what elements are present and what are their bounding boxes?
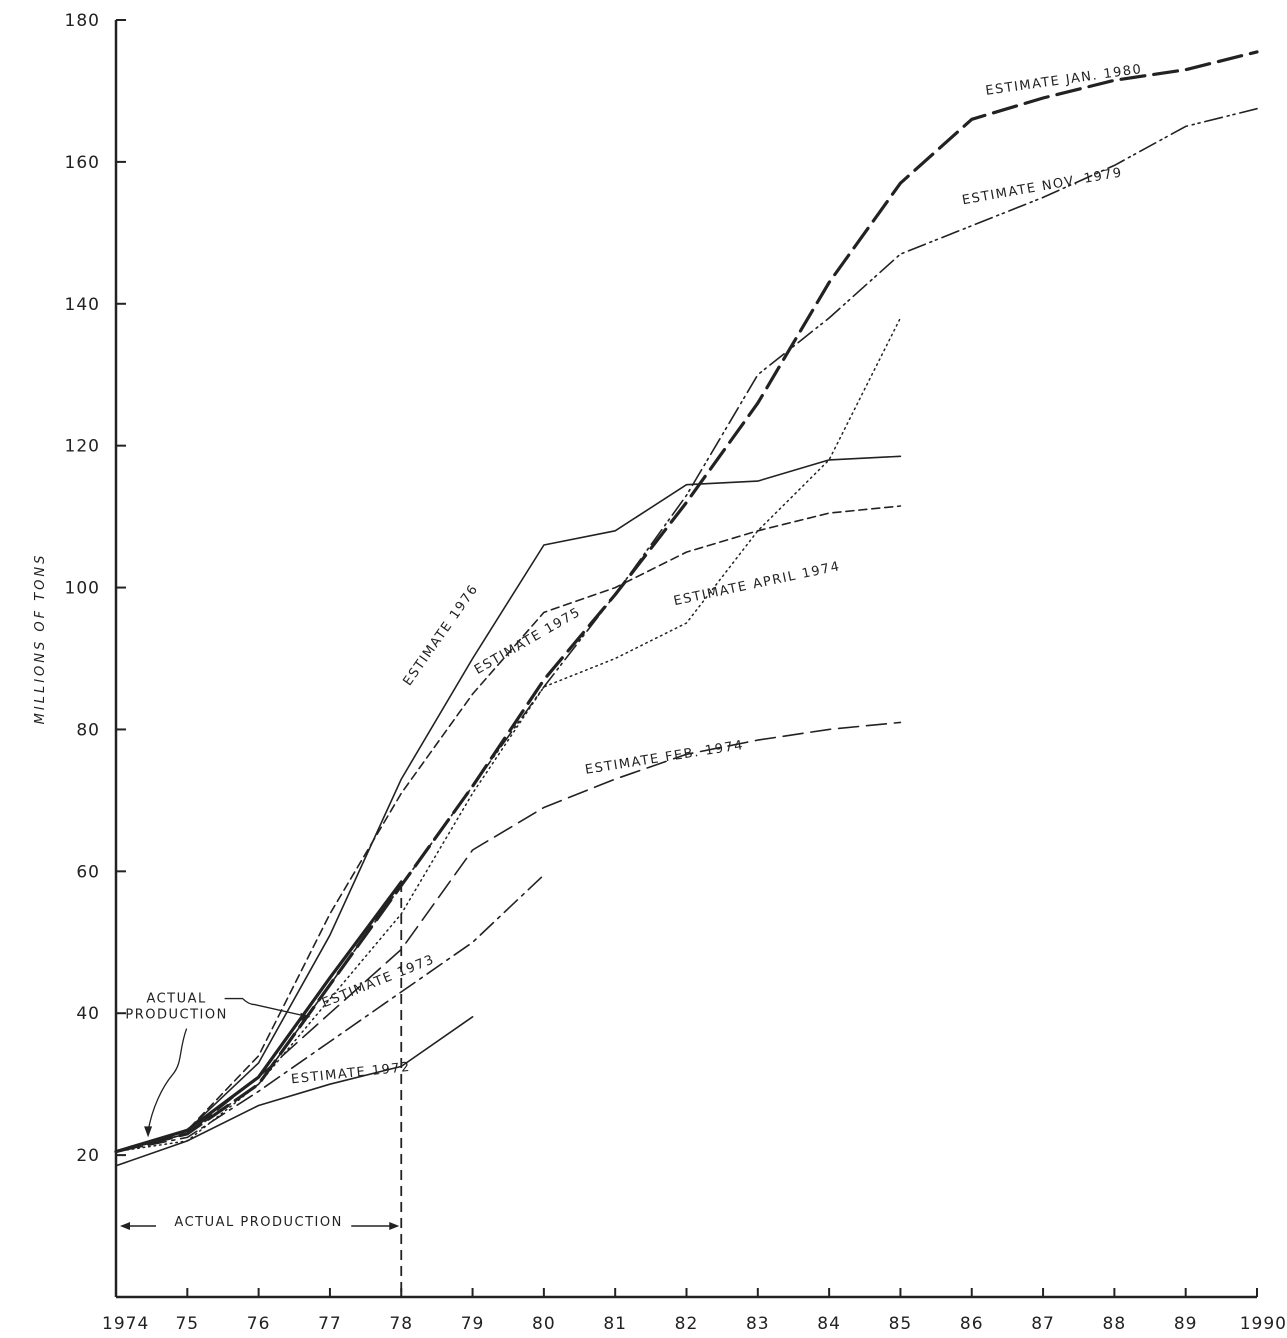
x-tick-label: 83 — [746, 1314, 770, 1334]
range-arrow-left-head — [120, 1222, 130, 1231]
x-tick-label: 77 — [318, 1314, 342, 1334]
series-line-7 — [115, 107, 1258, 1153]
y-tick-label: 160 — [65, 153, 100, 173]
x-tick-label: 79 — [461, 1314, 485, 1334]
annotation-label-4: ESTIMATE 1975 — [472, 605, 584, 678]
y-tick-label: 120 — [65, 437, 100, 457]
y-tick-label: 20 — [76, 1146, 100, 1166]
x-tick-label: 81 — [603, 1314, 627, 1334]
y-tick-label: 60 — [76, 862, 100, 882]
annotation-label-2: ESTIMATE FEB. 1974 — [584, 738, 745, 778]
series-line-2 — [115, 874, 545, 1153]
y-tick-label: 180 — [65, 11, 100, 31]
x-tick-label: 85 — [889, 1314, 913, 1334]
annotation-label-3: ESTIMATE APRIL 1974 — [672, 559, 842, 609]
series-line-5 — [115, 505, 902, 1153]
annotation-label-1: ESTIMATE 1973 — [320, 952, 437, 1011]
y-tick-label: 40 — [76, 1004, 100, 1024]
x-tick-label: 84 — [817, 1314, 841, 1334]
ticks: 1974 75 76 77 78 79 80 81 82 83 84 85 86 87 88 89 1990 20… — [65, 11, 1287, 1334]
x-tick-label: 82 — [675, 1314, 699, 1334]
callout-arrow-right-head — [300, 1012, 311, 1021]
x-tick-label: 87 — [1031, 1314, 1055, 1334]
x-tick-label: 88 — [1103, 1314, 1127, 1334]
x-tick-label: 80 — [532, 1314, 556, 1334]
series-line-6 — [115, 455, 902, 1153]
annotation-label-0: ESTIMATE 1972 — [290, 1060, 411, 1087]
x-tick-label: 75 — [175, 1314, 199, 1334]
x-tick-label: 1974 — [102, 1314, 149, 1334]
axes — [114, 20, 1257, 1299]
callout-arrow-right — [224, 997, 309, 1018]
y-axis-label: MILLIONS OF TONS — [33, 553, 48, 725]
x-tick-label: 89 — [1174, 1314, 1198, 1334]
callout-label-line-1: PRODUCTION — [125, 1008, 227, 1023]
annotation-label-6: ESTIMATE NOV. 1979 — [961, 165, 1124, 208]
annotation-label-8: ACTUAL PRODUCTION — [174, 1215, 342, 1230]
y-tick-label: 140 — [65, 295, 100, 315]
series-group — [114, 50, 1259, 1297]
annotation-label-5: ESTIMATE 1976 — [401, 582, 482, 689]
y-tick-label: 100 — [65, 579, 100, 599]
y-tick-label: 80 — [76, 720, 100, 740]
series-line-4 — [115, 317, 902, 1153]
range-arrow-right-head — [389, 1222, 400, 1231]
series-line-1 — [115, 1016, 474, 1167]
x-tick-label: 1990 — [1240, 1314, 1287, 1334]
x-tick-label: 78 — [389, 1314, 413, 1334]
x-tick-label: 86 — [960, 1314, 984, 1334]
x-tick-label: 76 — [247, 1314, 271, 1334]
callout-arrow-down-head — [144, 1126, 153, 1138]
callout-label-line-0: ACTUAL — [146, 992, 206, 1007]
callout-arrow-down — [147, 1028, 188, 1132]
series-line-3 — [115, 721, 902, 1153]
